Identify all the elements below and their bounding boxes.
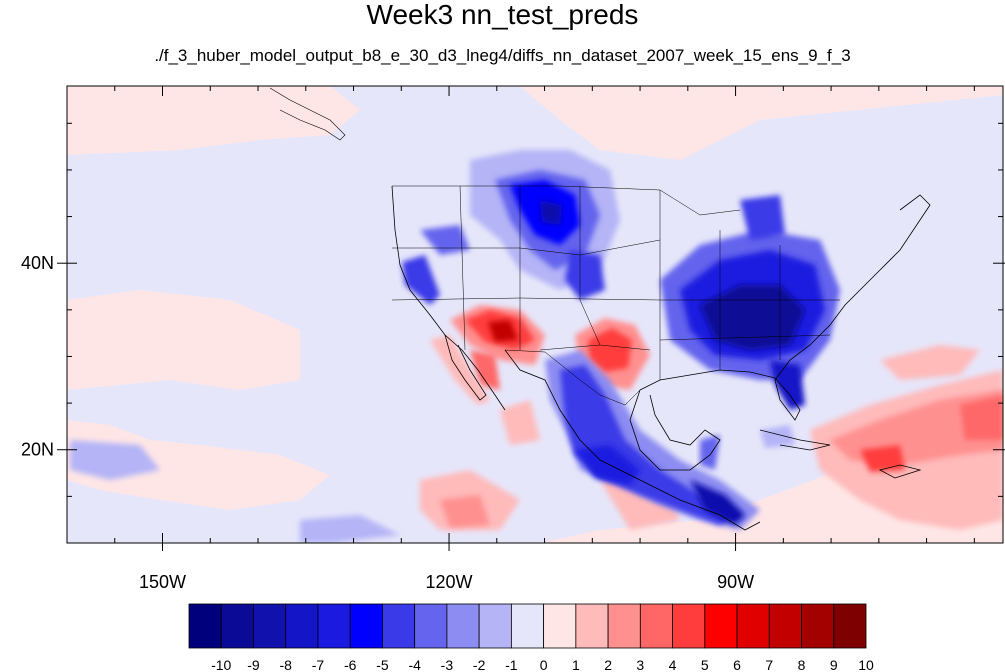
colorbar-swatch bbox=[672, 603, 706, 649]
coastline bbox=[391, 185, 506, 411]
colorbar-swatch bbox=[478, 603, 512, 649]
field-region bbox=[740, 195, 785, 240]
field-region bbox=[440, 495, 490, 528]
colorbar-label: -9 bbox=[247, 657, 260, 672]
colorbar-label: -2 bbox=[473, 657, 486, 672]
colorbar-swatch bbox=[543, 603, 577, 649]
colorbar-label: 3 bbox=[636, 657, 644, 672]
colorbar-label: 9 bbox=[830, 657, 838, 672]
colorbar-label: 2 bbox=[604, 657, 612, 672]
field-region bbox=[300, 515, 400, 543]
coastline bbox=[504, 349, 761, 531]
colorbar-swatch bbox=[607, 603, 641, 649]
field-region bbox=[500, 400, 540, 445]
colorbar-swatch bbox=[768, 603, 802, 649]
y-tick-label: 40N bbox=[21, 253, 54, 273]
colorbar-label: 4 bbox=[669, 657, 677, 672]
field-region bbox=[470, 350, 500, 390]
colorbar-swatch bbox=[253, 603, 287, 649]
alaska-coast bbox=[269, 87, 346, 141]
field-region bbox=[760, 425, 795, 448]
coastline bbox=[639, 194, 931, 421]
field-region bbox=[67, 290, 300, 390]
y-tick-label: 20N bbox=[21, 440, 54, 460]
border bbox=[659, 334, 831, 341]
border bbox=[579, 186, 601, 346]
field-region bbox=[430, 335, 490, 405]
coastline bbox=[444, 334, 487, 401]
field-region bbox=[575, 445, 640, 485]
field-region bbox=[402, 255, 440, 305]
colorbar-swatch bbox=[510, 603, 545, 649]
colorbar-label: 0 bbox=[540, 657, 548, 672]
colorbar-swatch bbox=[285, 603, 319, 649]
colorbar-swatch bbox=[639, 603, 673, 649]
colorbar-swatch bbox=[317, 603, 351, 649]
field-region bbox=[70, 440, 160, 480]
field-region bbox=[560, 365, 740, 525]
colorbar-swatch bbox=[833, 603, 867, 649]
colorbar-label: -5 bbox=[376, 657, 389, 672]
field-region bbox=[700, 285, 805, 350]
state-borders bbox=[391, 185, 840, 406]
x-tick-label: 150W bbox=[139, 572, 186, 592]
colorbar-label: -1 bbox=[505, 657, 518, 672]
field-layer bbox=[67, 86, 1003, 543]
colorbar-label: 1 bbox=[572, 657, 580, 672]
field-region bbox=[420, 225, 470, 255]
border bbox=[392, 239, 661, 256]
colorbar-label: -4 bbox=[408, 657, 421, 672]
colorbar-label: 6 bbox=[733, 657, 741, 672]
colorbar-swatch bbox=[220, 603, 254, 649]
colorbar-label: -7 bbox=[312, 657, 325, 672]
colorbar-swatch bbox=[414, 603, 448, 649]
field-region bbox=[565, 250, 605, 300]
x-tick-label: 90W bbox=[717, 572, 754, 592]
colorbar-swatch bbox=[382, 603, 416, 649]
colorbar-label: 10 bbox=[858, 657, 874, 672]
chart-title: Week3 nn_test_preds bbox=[366, 0, 639, 30]
coastline bbox=[269, 87, 346, 141]
colorbar-label: -6 bbox=[344, 657, 357, 672]
colorbar-label: 5 bbox=[701, 657, 709, 672]
colorbar-swatch bbox=[188, 603, 222, 649]
field-region bbox=[690, 480, 745, 525]
field-region bbox=[588, 328, 632, 372]
coastline bbox=[629, 389, 721, 471]
colorbar-label: -8 bbox=[279, 657, 292, 672]
field-region bbox=[540, 200, 562, 225]
field-region bbox=[700, 435, 720, 470]
border bbox=[504, 349, 641, 406]
field-region bbox=[770, 360, 805, 410]
colorbar-swatch bbox=[736, 603, 770, 649]
axis-labels: 150W 120W 90W 20N 40N bbox=[21, 253, 754, 592]
colorbar-label: 7 bbox=[765, 657, 773, 672]
field-region bbox=[830, 390, 1003, 465]
plot-frame bbox=[66, 85, 1004, 544]
colorbar-label: -3 bbox=[441, 657, 454, 672]
coastline bbox=[759, 429, 831, 451]
coastlines bbox=[391, 185, 931, 531]
colorbar-swatch bbox=[704, 603, 738, 649]
colorbar-label: 8 bbox=[798, 657, 806, 672]
field-region bbox=[67, 86, 360, 155]
colorbar-label: -10 bbox=[211, 657, 231, 672]
colorbar-swatch bbox=[446, 603, 480, 649]
x-tick-label: 120W bbox=[426, 572, 473, 592]
field-region bbox=[67, 420, 330, 510]
colorbar-swatch bbox=[575, 603, 609, 649]
colorbar-swatch bbox=[801, 603, 835, 649]
field-region bbox=[860, 445, 905, 472]
coastline bbox=[878, 464, 922, 479]
border bbox=[459, 185, 466, 351]
field-region bbox=[488, 320, 518, 342]
field-region bbox=[880, 345, 980, 380]
colorbar-swatch bbox=[349, 603, 383, 649]
field-region bbox=[960, 395, 1003, 440]
axis-ticks bbox=[57, 86, 1005, 551]
colorbar: -10 -9 -8 -7 -6 -5 -4 -3 -2 -1 0 1 2 3 4 5 6 7 8 9 10 bbox=[188, 603, 874, 672]
chart-subtitle: ./f_3_huber_model_output_b8_e_30_d3_lneg… bbox=[154, 46, 851, 65]
